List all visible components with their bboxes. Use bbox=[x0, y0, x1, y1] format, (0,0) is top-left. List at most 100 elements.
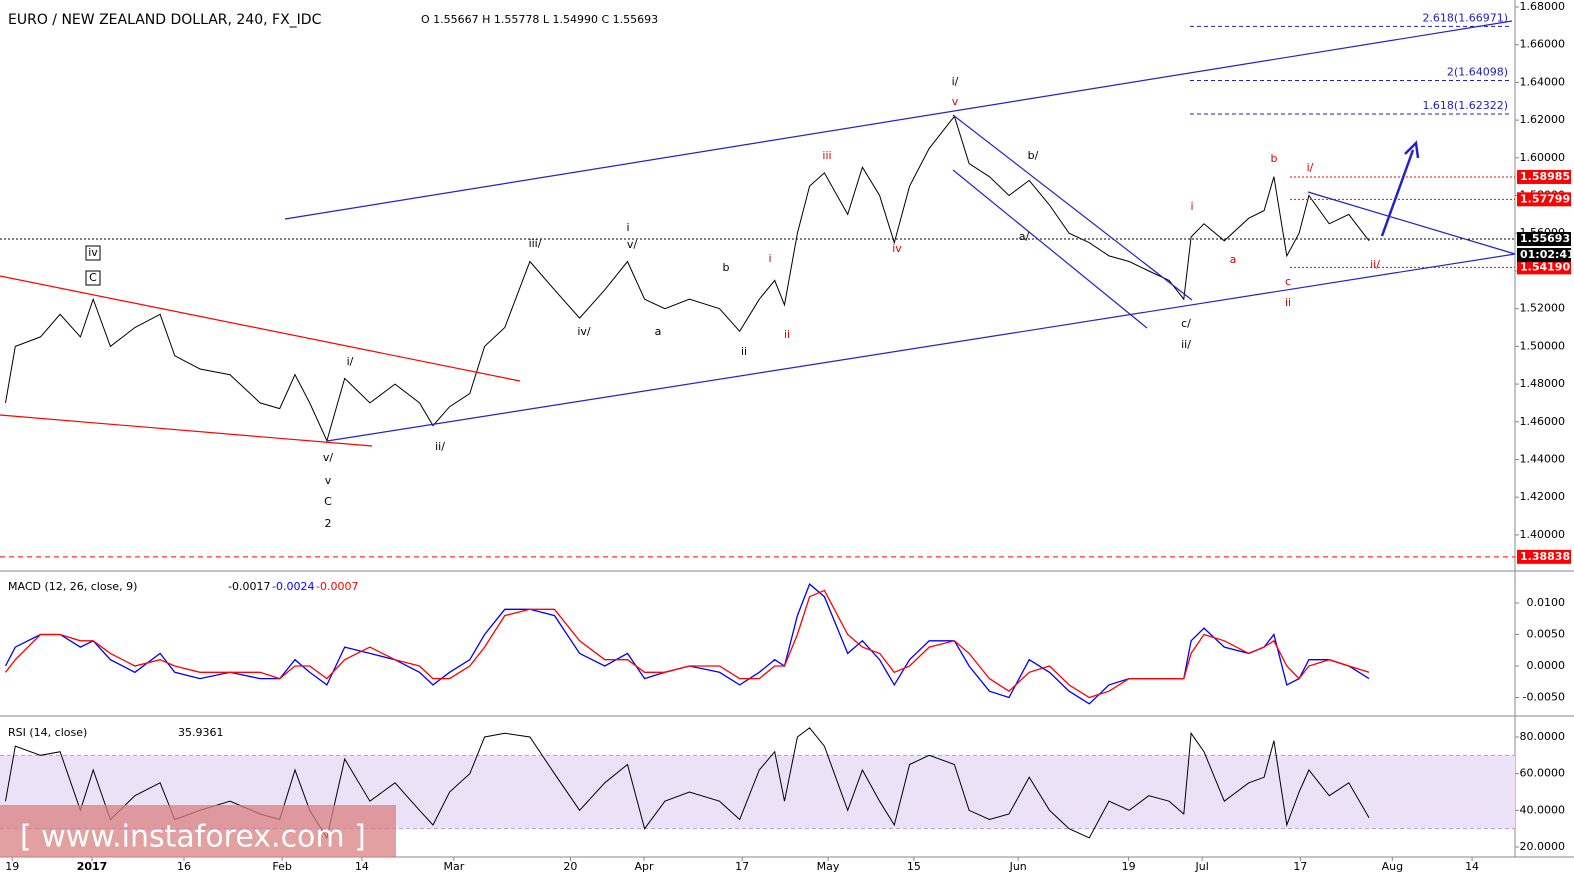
x-tick-label: 20 bbox=[563, 860, 577, 873]
trendline bbox=[1307, 191, 1516, 255]
wave-label: a bbox=[655, 325, 662, 338]
y-tick-label: 1.44000 bbox=[1520, 453, 1566, 466]
y-tick-label: 1.64000 bbox=[1520, 75, 1566, 88]
macd-readout: -0.0017 bbox=[228, 580, 270, 593]
fib-label: 2.618(1.66971) bbox=[1422, 11, 1508, 24]
wave-label: b bbox=[723, 261, 730, 274]
trendline bbox=[952, 169, 1148, 329]
forecast-arrow bbox=[1380, 140, 1420, 237]
x-tick-label: 14 bbox=[355, 860, 369, 873]
macd-readout: -0.0024 bbox=[272, 580, 314, 593]
price-line bbox=[5, 115, 1370, 443]
countdown-box bbox=[1517, 248, 1571, 263]
level-label: 1.38838 bbox=[1520, 550, 1570, 563]
rsi-title: RSI (14, close) bbox=[8, 726, 87, 739]
trendline bbox=[0, 414, 373, 447]
x-tick-label: May bbox=[817, 860, 840, 873]
x-tick-label: 14 bbox=[1465, 860, 1479, 873]
y-tick-label: 20.0000 bbox=[1520, 840, 1566, 853]
trendline bbox=[952, 114, 1193, 301]
wave-label: ii/ bbox=[1370, 258, 1380, 271]
fib-label: 1.618(1.62322) bbox=[1422, 99, 1508, 112]
wave-label: v/ bbox=[627, 238, 638, 251]
trendline bbox=[0, 275, 521, 382]
wave-label: ii bbox=[784, 328, 790, 341]
wave-label: C bbox=[324, 495, 332, 508]
trendline bbox=[326, 253, 1516, 442]
wave-label: c/ bbox=[1181, 317, 1191, 330]
annotation-box bbox=[85, 245, 101, 261]
wave-label: v/ bbox=[323, 451, 334, 464]
wave-label: b/ bbox=[1028, 149, 1039, 162]
x-tick-label: Aug bbox=[1382, 860, 1403, 873]
y-tick-label: 0.0100 bbox=[1527, 596, 1566, 609]
wave-label: i/ bbox=[1307, 161, 1314, 174]
wave-label: ii/ bbox=[1181, 338, 1191, 351]
macd-title: MACD (12, 26, close, 9) bbox=[8, 580, 137, 593]
wave-label: a/ bbox=[1019, 230, 1030, 243]
wave-label: ii bbox=[741, 345, 747, 358]
chart-title: EURO / NEW ZEALAND DOLLAR, 240, FX_IDC bbox=[8, 12, 322, 28]
wave-label: b bbox=[1271, 152, 1278, 165]
wave-label: ii bbox=[1285, 296, 1291, 309]
y-tick-label: 0.0050 bbox=[1527, 627, 1566, 640]
x-tick-label: Apr bbox=[635, 860, 655, 873]
wave-label: iii bbox=[822, 149, 831, 162]
y-tick-label: 1.68000 bbox=[1520, 0, 1566, 13]
macd-readout: -0.0007 bbox=[316, 580, 358, 593]
x-tick-label: Feb bbox=[272, 860, 291, 873]
level-box bbox=[1517, 169, 1571, 184]
y-tick-label: 0.0000 bbox=[1527, 659, 1566, 672]
fib-label: 2(1.64098) bbox=[1447, 66, 1508, 79]
wave-label: iii/ bbox=[529, 237, 542, 250]
y-tick-label: 1.46000 bbox=[1520, 415, 1566, 428]
countdown: 01:02:41 bbox=[1520, 248, 1574, 261]
level-box bbox=[1517, 260, 1571, 275]
level-label: 1.55693 bbox=[1520, 232, 1570, 245]
wave-label: i bbox=[768, 252, 771, 265]
wave-label: 2 bbox=[325, 517, 332, 530]
x-tick-label: 2017 bbox=[77, 860, 108, 873]
rsi-readout: 35.9361 bbox=[178, 726, 224, 739]
x-tick-label: 19 bbox=[5, 860, 19, 873]
y-tick-label: 1.50000 bbox=[1520, 339, 1566, 352]
wave-label: v bbox=[325, 474, 332, 487]
x-tick-label: 17 bbox=[1293, 860, 1307, 873]
wave-label: i/ bbox=[952, 75, 959, 88]
watermark: [ www.instaforex.com ] bbox=[20, 820, 366, 855]
annotation-box bbox=[85, 270, 101, 286]
level-label: 1.57799 bbox=[1520, 192, 1570, 205]
watermark-bg bbox=[0, 805, 396, 857]
x-tick-label: 19 bbox=[1122, 860, 1136, 873]
wave-label: i/ bbox=[347, 355, 354, 368]
wave-label: i bbox=[1190, 200, 1193, 213]
y-tick-label: 60.0000 bbox=[1520, 767, 1566, 780]
wave-label: C bbox=[89, 271, 97, 284]
wave-label: iv/ bbox=[577, 325, 591, 338]
x-tick-label: 17 bbox=[735, 860, 749, 873]
y-tick-label: 1.66000 bbox=[1520, 38, 1566, 51]
x-tick-label: Jul bbox=[1195, 860, 1209, 873]
level-box bbox=[1517, 549, 1571, 564]
y-tick-label: 1.48000 bbox=[1520, 377, 1566, 390]
x-tick-label: Jun bbox=[1009, 860, 1027, 873]
level-box bbox=[1517, 192, 1571, 207]
wave-label: c bbox=[1285, 275, 1291, 288]
level-box bbox=[1517, 232, 1571, 247]
trendline bbox=[284, 20, 1513, 220]
y-tick-label: 1.52000 bbox=[1520, 302, 1566, 315]
y-tick-label: 1.40000 bbox=[1520, 528, 1566, 541]
x-tick-label: 16 bbox=[177, 860, 191, 873]
level-label: 1.58985 bbox=[1520, 170, 1570, 183]
y-tick-label: 1.42000 bbox=[1520, 490, 1566, 503]
x-tick-label: Mar bbox=[444, 860, 465, 873]
ohlc-readout: O 1.55667 H 1.55778 L 1.54990 C 1.55693 bbox=[421, 13, 658, 26]
x-tick-label: 15 bbox=[907, 860, 921, 873]
wave-label: v bbox=[952, 95, 959, 108]
y-tick-label: 40.0000 bbox=[1520, 803, 1566, 816]
wave-label: i bbox=[626, 221, 629, 234]
macd-line bbox=[4, 589, 1370, 699]
y-tick-label: 1.60000 bbox=[1520, 151, 1566, 164]
